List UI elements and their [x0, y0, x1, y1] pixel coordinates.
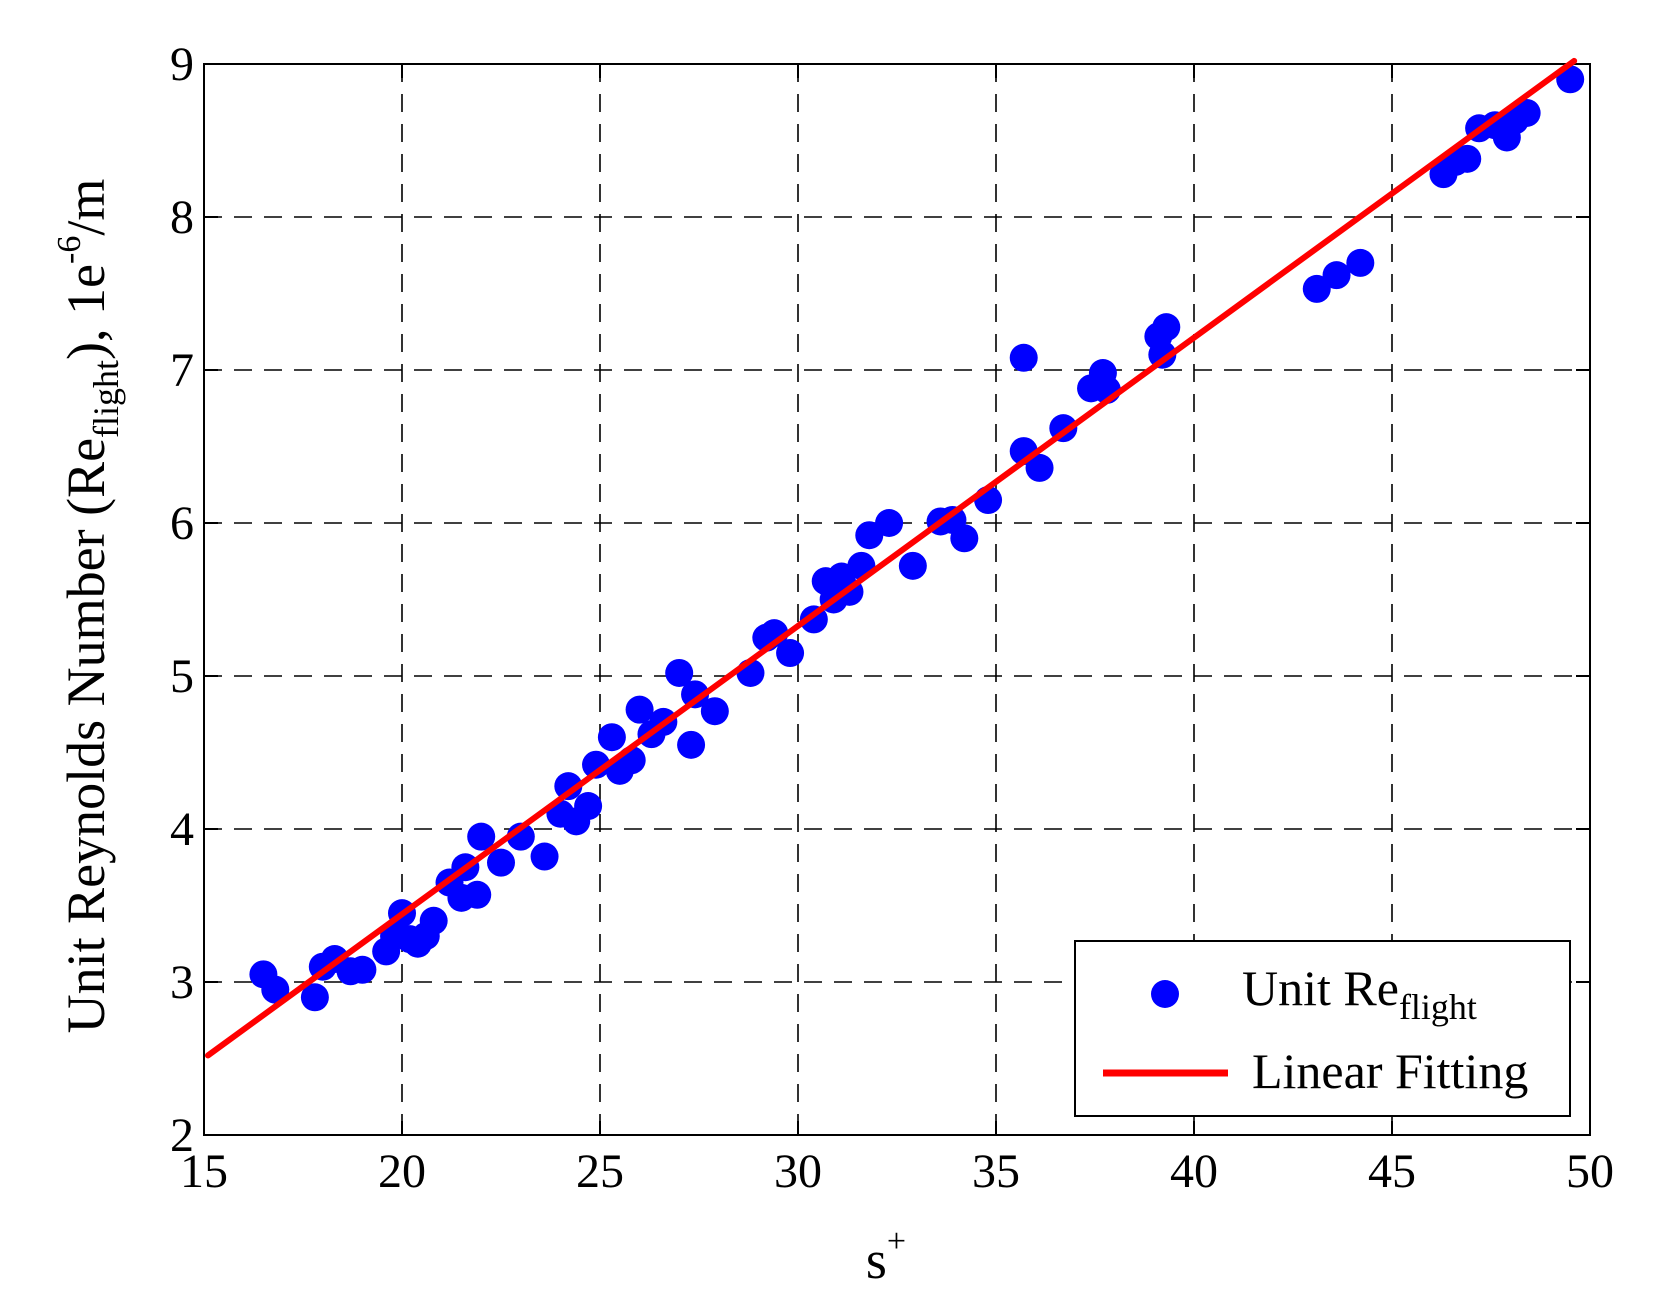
- y-tick-label: 6: [170, 497, 194, 550]
- y-tick-label: 8: [170, 191, 194, 244]
- x-tick-label: 40: [1170, 1145, 1218, 1198]
- y-tick-label: 9: [170, 38, 194, 91]
- x-tick-label: 20: [378, 1145, 426, 1198]
- scatter-point: [1322, 261, 1351, 290]
- scatter-point: [665, 658, 694, 687]
- scatter-point: [776, 639, 805, 668]
- x-tick-label: 45: [1368, 1145, 1416, 1198]
- scatter-point: [487, 848, 515, 877]
- scatter-point: [348, 955, 377, 984]
- legend-scatter-label: Unit Reflight: [1242, 960, 1477, 1027]
- scatter-point: [467, 822, 496, 851]
- scatter-point: [463, 880, 492, 909]
- scatter-point: [1009, 343, 1038, 372]
- x-tick-label: 35: [972, 1145, 1020, 1198]
- plot-border: [203, 63, 1591, 1136]
- legend-scatter-marker: [1151, 980, 1179, 1008]
- scatter-point: [677, 730, 706, 759]
- scatter-point: [1025, 453, 1054, 482]
- y-tick-label: 3: [170, 956, 194, 1009]
- scatter-point: [681, 680, 710, 709]
- axis-ticks: [203, 63, 1591, 1136]
- y-tick-label: 7: [170, 344, 194, 397]
- y-axis-title: Unit Reynolds Number (Reflight), 1e-6/m: [51, 179, 126, 1034]
- scatter-point: [582, 750, 611, 779]
- scatter-point: [1148, 340, 1177, 369]
- scatter-point: [530, 842, 559, 871]
- plot-frame: [203, 63, 1591, 1136]
- fit-series: [204, 57, 1578, 1059]
- scatter-point: [554, 772, 583, 801]
- scatter-point: [261, 975, 290, 1004]
- legend: Unit Reflight Linear Fitting: [1074, 940, 1571, 1117]
- x-tick-label: 50: [1566, 1145, 1614, 1198]
- legend-fit-label: Linear Fitting: [1252, 1043, 1528, 1099]
- x-tick-labels: 15 20 25 30 35 40 45 50: [180, 1145, 1614, 1198]
- scatter-point: [419, 906, 448, 935]
- scatter-point: [950, 524, 979, 553]
- scatter-point: [1302, 274, 1331, 303]
- x-axis-title: s+: [866, 1223, 906, 1290]
- scatter-point: [597, 723, 626, 752]
- x-tick-label: 15: [180, 1145, 228, 1198]
- x-tick-label: 30: [774, 1145, 822, 1198]
- scatter-point: [1453, 144, 1482, 173]
- scatter-point: [1152, 313, 1181, 342]
- y-tick-label: 5: [170, 650, 194, 703]
- scatter-point: [700, 697, 729, 726]
- scatter-point: [300, 983, 329, 1012]
- scatter-point: [1346, 248, 1375, 277]
- scatter-point: [625, 695, 654, 724]
- y-tick-label: 4: [170, 803, 194, 856]
- fit-line: [204, 57, 1578, 1059]
- x-tick-label: 25: [576, 1145, 624, 1198]
- y-tick-label: 2: [170, 1109, 194, 1162]
- y-tick-labels: 2 3 4 5 6 7 8 9: [170, 38, 194, 1162]
- scatter-point: [1512, 98, 1541, 127]
- scatter-point: [875, 509, 904, 537]
- legend-box: [1074, 940, 1571, 1117]
- scatter-point: [574, 792, 603, 821]
- scatter-point: [898, 551, 927, 580]
